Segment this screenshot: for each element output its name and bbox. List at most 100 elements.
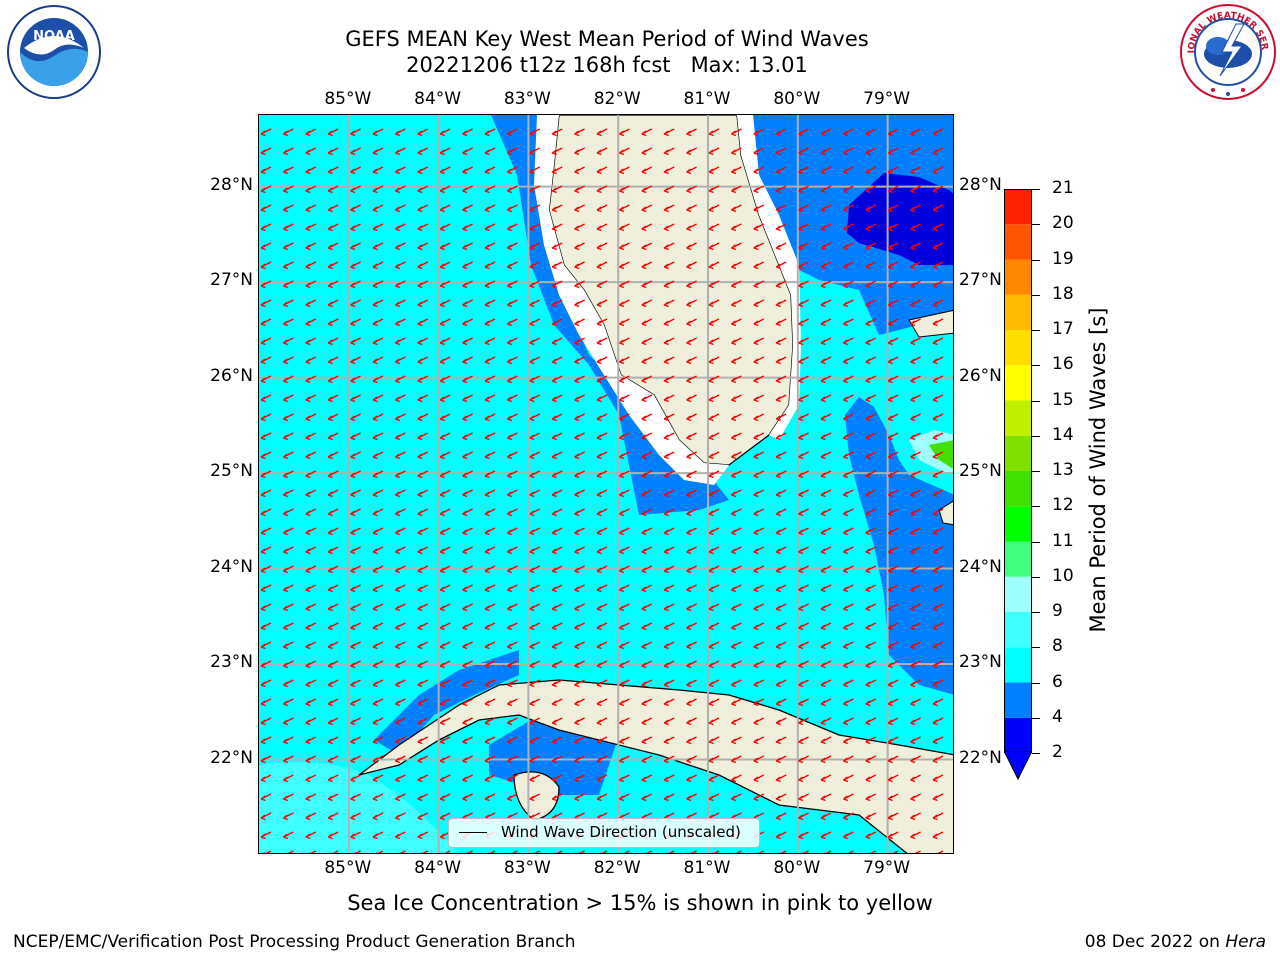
wind-arrow xyxy=(618,432,630,441)
wind-arrow xyxy=(305,527,317,536)
wind-arrow xyxy=(641,641,653,650)
wind-arrow xyxy=(506,755,518,764)
wind-arrow xyxy=(887,128,899,137)
wind-arrow xyxy=(753,242,765,251)
wind-arrow xyxy=(506,489,518,498)
wind-arrow xyxy=(551,280,563,289)
wind-arrow xyxy=(686,584,697,593)
wind-arrow xyxy=(887,812,899,821)
wind-arrow xyxy=(932,128,944,137)
wind-arrow xyxy=(842,337,854,346)
wind-arrow xyxy=(260,204,272,213)
wind-arrow xyxy=(462,204,473,213)
wind-arrow xyxy=(798,584,809,593)
wind-arrow xyxy=(417,185,429,194)
wind-arrow xyxy=(417,280,429,289)
wind-arrow xyxy=(574,622,585,631)
wind-arrow xyxy=(753,432,765,441)
lon-label-top: 79°W xyxy=(863,89,911,109)
wind-arrow xyxy=(641,584,653,593)
wind-arrow xyxy=(394,223,406,232)
wind-arrow xyxy=(887,242,899,251)
wind-arrow xyxy=(910,774,921,783)
wind-arrow xyxy=(305,584,317,593)
wind-arrow xyxy=(753,413,765,422)
wind-arrow xyxy=(327,831,339,840)
colorbar-tick-mark xyxy=(1032,576,1040,578)
wind-arrow xyxy=(686,356,697,365)
wind-arrow xyxy=(820,622,832,631)
wind-arrow xyxy=(439,793,451,802)
wind-arrow xyxy=(708,356,720,365)
wind-arrow xyxy=(753,546,765,555)
wind-arrow xyxy=(932,204,944,213)
wind-arrow xyxy=(260,755,272,764)
wind-arrow xyxy=(350,641,361,650)
wind-arrow xyxy=(305,470,317,479)
wind-arrow xyxy=(775,584,787,593)
wind-arrow xyxy=(798,546,809,555)
wind-arrow xyxy=(641,261,653,270)
wind-arrow xyxy=(282,679,294,688)
wind-arrow xyxy=(596,774,608,783)
lon-label-top: 84°W xyxy=(414,89,462,109)
wind-arrow xyxy=(820,698,832,707)
colorbar-tick-mark xyxy=(1032,330,1040,331)
wind-arrow xyxy=(417,508,429,517)
wind-arrow xyxy=(910,185,921,194)
wind-arrow xyxy=(708,527,720,536)
wind-arrow xyxy=(887,793,899,802)
wind-arrow xyxy=(798,793,809,802)
wind-arrow xyxy=(753,660,765,669)
wind-arrow xyxy=(820,812,832,821)
wind-arrow xyxy=(820,546,832,555)
wind-arrow xyxy=(506,166,518,175)
wind-arrow xyxy=(730,242,742,251)
wind-arrow xyxy=(708,565,720,574)
wind-arrow xyxy=(618,356,630,365)
wind-arrow xyxy=(910,261,921,270)
wind-arrow xyxy=(551,185,563,194)
wind-arrow xyxy=(305,242,317,251)
wind-arrow xyxy=(596,356,608,365)
wind-arrow xyxy=(932,660,944,669)
wind-arrow xyxy=(820,147,832,156)
wind-arrow xyxy=(394,679,406,688)
wind-arrow xyxy=(574,375,585,384)
colorbar-cell xyxy=(1004,365,1032,401)
wind-arrow xyxy=(753,508,765,517)
wind-arrow xyxy=(798,242,809,251)
wind-arrow xyxy=(260,660,272,669)
wind-arrow xyxy=(350,679,361,688)
wind-arrow xyxy=(775,774,787,783)
wind-arrow xyxy=(350,337,361,346)
wind-arrow xyxy=(820,793,832,802)
field-2-4s-cuba-nw xyxy=(374,650,519,755)
wind-arrow xyxy=(686,375,697,384)
wind-arrow xyxy=(529,185,541,194)
wind-arrow xyxy=(820,717,832,726)
wind-arrow xyxy=(663,717,675,726)
wind-arrow xyxy=(663,432,675,441)
wind-arrow xyxy=(327,698,339,707)
wind-arrow xyxy=(260,527,272,536)
wind-arrow xyxy=(305,432,317,441)
wind-arrow xyxy=(820,394,832,403)
wind-arrow xyxy=(506,147,518,156)
wind-arrow xyxy=(506,451,518,460)
wind-arrow xyxy=(932,717,944,726)
wind-arrow xyxy=(865,584,877,593)
wind-arrow xyxy=(282,565,294,574)
wind-arrow xyxy=(730,717,742,726)
wind-arrow xyxy=(596,147,608,156)
wind-arrow xyxy=(887,755,899,764)
colorbar-cell xyxy=(1004,400,1032,436)
wind-arrow xyxy=(282,128,294,137)
wind-arrow xyxy=(596,261,608,270)
wind-arrow xyxy=(865,147,877,156)
wind-arrow xyxy=(596,489,608,498)
lon-label-bottom: 84°W xyxy=(414,858,462,878)
wind-arrow xyxy=(417,242,429,251)
wind-arrow xyxy=(730,337,742,346)
wind-arrow xyxy=(462,185,473,194)
